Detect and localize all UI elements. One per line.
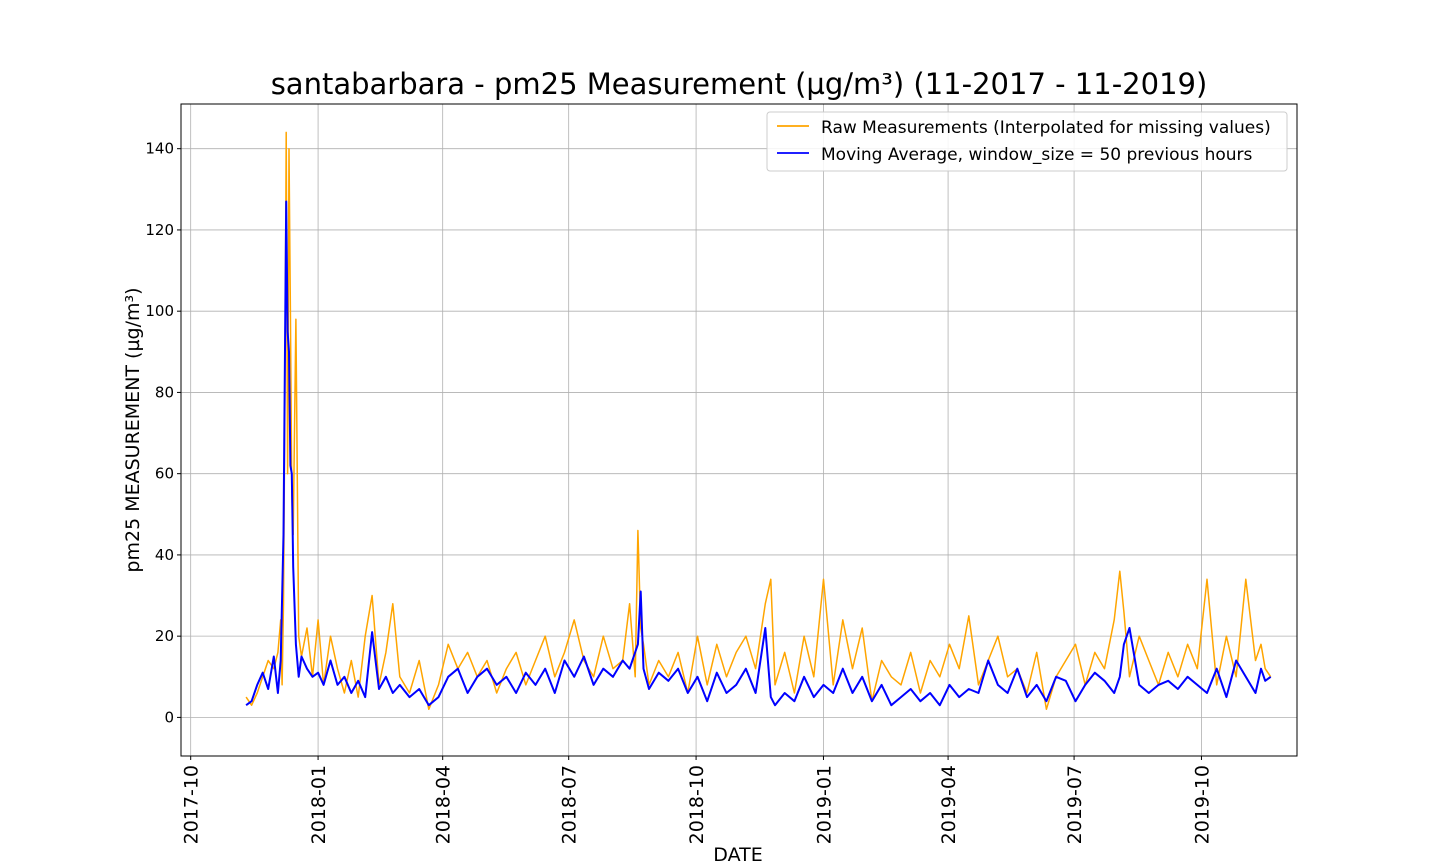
y-tick-label: 0 — [164, 708, 174, 726]
legend-box — [766, 111, 1288, 172]
x-tick-label: 2019-10 — [1191, 765, 1213, 844]
legend: Raw Measurements (Interpolated for missi… — [766, 111, 1288, 172]
x-tick-label: 2018-04 — [433, 765, 455, 844]
x-axis-label: DATE — [713, 844, 762, 864]
raw-measurements-series — [245, 131, 1272, 711]
y-axis-label: pm25 MEASUREMENT (µg/m³) — [122, 287, 144, 572]
x-axis-ticks: 2017-10 2018-01 2018-04 2018-07 2018-10 2019-… — [181, 756, 1213, 844]
y-tick-label: 80 — [155, 383, 174, 401]
x-tick-label: 2018-10 — [686, 765, 708, 844]
x-tick-label: 2019-01 — [813, 765, 835, 844]
legend-label-raw: Raw Measurements (Interpolated for missi… — [821, 118, 1271, 138]
x-tick-label: 2017-10 — [181, 765, 203, 844]
y-tick-label: 60 — [155, 465, 174, 483]
y-tick-label: 100 — [145, 302, 174, 320]
moving-average-line — [245, 200, 1272, 707]
x-tick-label: 2019-07 — [1064, 765, 1086, 844]
y-tick-label: 140 — [145, 140, 174, 158]
raw-measurements-line — [245, 131, 1272, 711]
x-tick-label: 2018-01 — [308, 765, 330, 844]
y-tick-label: 120 — [145, 221, 174, 239]
legend-label-moving-average: Moving Average, window_size = 50 previou… — [821, 145, 1253, 165]
moving-average-series — [245, 200, 1272, 707]
y-tick-label: 20 — [155, 627, 174, 645]
x-tick-label: 2019-04 — [938, 765, 960, 844]
y-axis-ticks: 0 20 40 60 80 100 120 140 — [145, 140, 181, 726]
x-tick-label: 2018-07 — [559, 765, 581, 844]
chart-title: santabarbara - pm25 Measurement (µg/m³) … — [271, 67, 1208, 101]
grid-lines — [181, 104, 1297, 756]
y-tick-label: 40 — [155, 546, 174, 564]
plot-frame — [180, 103, 1298, 757]
